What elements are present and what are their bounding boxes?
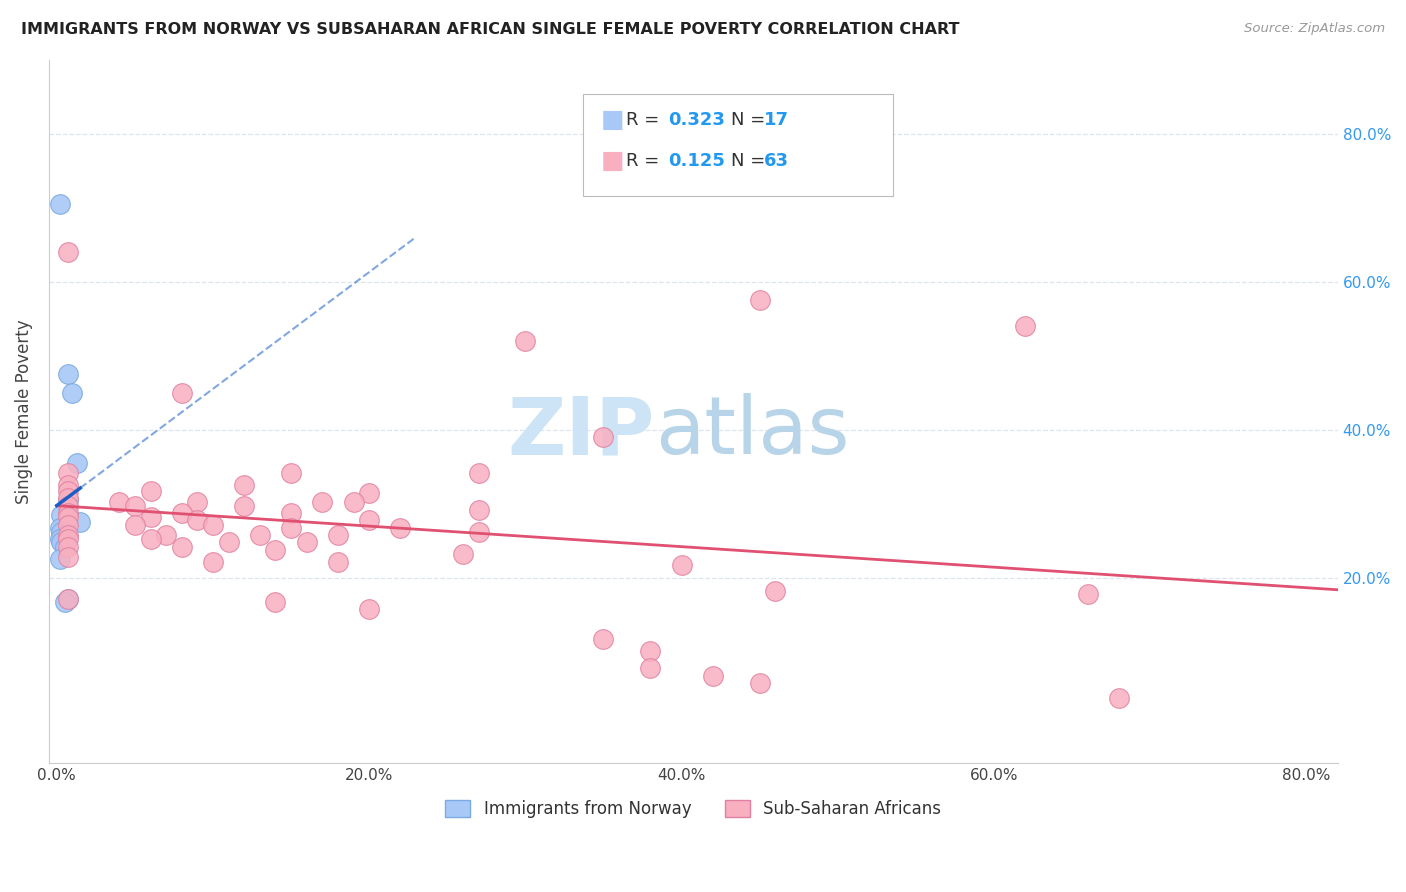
Point bbox=[311, 495, 333, 509]
Text: 0.323: 0.323 bbox=[668, 112, 724, 129]
Point bbox=[170, 385, 193, 400]
Point bbox=[1077, 587, 1099, 601]
Point bbox=[49, 552, 72, 566]
Text: ZIP: ZIP bbox=[508, 393, 655, 472]
Point bbox=[51, 508, 73, 522]
Point bbox=[218, 535, 240, 549]
Point bbox=[1108, 690, 1130, 705]
Point bbox=[326, 555, 349, 569]
Point bbox=[139, 510, 162, 524]
Point bbox=[56, 478, 79, 492]
Point bbox=[280, 506, 302, 520]
Point bbox=[186, 495, 208, 509]
Point bbox=[56, 510, 79, 524]
Point bbox=[451, 547, 474, 561]
Point bbox=[56, 491, 79, 505]
Point bbox=[170, 540, 193, 554]
Point bbox=[748, 676, 770, 690]
Point bbox=[56, 517, 79, 532]
Point bbox=[359, 602, 381, 616]
Point bbox=[326, 528, 349, 542]
Point bbox=[702, 669, 724, 683]
Point bbox=[342, 495, 364, 509]
Point bbox=[56, 528, 79, 542]
Point bbox=[233, 478, 256, 492]
Text: Source: ZipAtlas.com: Source: ZipAtlas.com bbox=[1244, 22, 1385, 36]
Point bbox=[640, 643, 662, 657]
Point bbox=[467, 503, 489, 517]
Point bbox=[249, 528, 271, 542]
Point bbox=[124, 517, 146, 532]
Text: atlas: atlas bbox=[655, 393, 849, 472]
Point bbox=[763, 584, 786, 599]
Point bbox=[155, 528, 177, 542]
Point bbox=[467, 466, 489, 480]
Point bbox=[51, 524, 73, 539]
Point bbox=[56, 499, 79, 513]
Point bbox=[56, 466, 79, 480]
Text: R =: R = bbox=[626, 152, 665, 169]
Point bbox=[640, 661, 662, 675]
Text: IMMIGRANTS FROM NORWAY VS SUBSAHARAN AFRICAN SINGLE FEMALE POVERTY CORRELATION C: IMMIGRANTS FROM NORWAY VS SUBSAHARAN AFR… bbox=[21, 22, 959, 37]
Point bbox=[359, 485, 381, 500]
Point bbox=[56, 591, 79, 606]
Point bbox=[56, 368, 79, 382]
Point bbox=[170, 506, 193, 520]
Text: N =: N = bbox=[731, 152, 770, 169]
Point bbox=[280, 466, 302, 480]
Point bbox=[49, 533, 72, 547]
Point bbox=[139, 483, 162, 498]
Point bbox=[56, 245, 79, 260]
Point bbox=[124, 499, 146, 513]
Text: R =: R = bbox=[626, 112, 665, 129]
Point bbox=[49, 521, 72, 535]
Point bbox=[56, 493, 79, 508]
Point bbox=[56, 506, 79, 520]
Point bbox=[69, 516, 91, 530]
Point bbox=[295, 535, 318, 549]
Point bbox=[467, 524, 489, 539]
Point bbox=[49, 197, 72, 211]
Point bbox=[1014, 319, 1036, 334]
Point bbox=[56, 540, 79, 554]
Point bbox=[201, 555, 224, 569]
Point bbox=[748, 293, 770, 308]
Point bbox=[233, 499, 256, 513]
Text: 63: 63 bbox=[763, 152, 789, 169]
Point bbox=[66, 456, 89, 470]
Point bbox=[264, 542, 287, 557]
Point bbox=[51, 535, 73, 549]
Point bbox=[53, 540, 76, 554]
Point bbox=[359, 513, 381, 527]
Point bbox=[53, 595, 76, 609]
Point bbox=[53, 519, 76, 533]
Text: 17: 17 bbox=[763, 112, 789, 129]
Y-axis label: Single Female Poverty: Single Female Poverty bbox=[15, 319, 32, 504]
Point bbox=[671, 558, 693, 572]
Text: ■: ■ bbox=[600, 109, 624, 132]
Text: 0.125: 0.125 bbox=[668, 152, 724, 169]
Point bbox=[264, 595, 287, 609]
Point bbox=[108, 495, 131, 509]
Point bbox=[56, 591, 79, 606]
Point bbox=[139, 533, 162, 547]
Point bbox=[56, 483, 79, 498]
Text: ■: ■ bbox=[600, 149, 624, 172]
Legend: Immigrants from Norway, Sub-Saharan Africans: Immigrants from Norway, Sub-Saharan Afri… bbox=[439, 794, 948, 825]
Point bbox=[186, 513, 208, 527]
Point bbox=[201, 517, 224, 532]
Text: N =: N = bbox=[731, 112, 770, 129]
Point bbox=[280, 521, 302, 535]
Point bbox=[592, 430, 614, 444]
Point bbox=[56, 533, 79, 547]
Point bbox=[56, 550, 79, 565]
Point bbox=[60, 385, 83, 400]
Point bbox=[592, 632, 614, 646]
Point bbox=[389, 521, 412, 535]
Point bbox=[55, 528, 77, 542]
Point bbox=[515, 334, 537, 348]
